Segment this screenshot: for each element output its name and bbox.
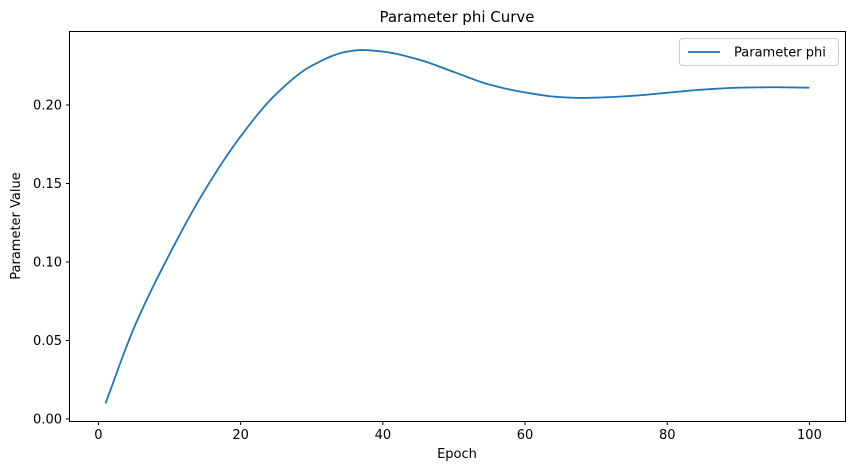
y-tick-label: 0.05 (33, 334, 62, 349)
y-tick-label: 0.00 (33, 412, 62, 427)
y-axis-label: Parameter Value (9, 172, 24, 279)
x-tick-label: 20 (232, 428, 249, 443)
x-tick-label: 100 (797, 428, 822, 443)
x-tick-label: 80 (659, 428, 676, 443)
x-tick-label: 0 (94, 428, 102, 443)
legend: Parameter phi (679, 38, 839, 66)
x-axis-label: Epoch (437, 447, 477, 462)
y-axis-ticks: 0.00 0.05 0.10 0.15 0.20 (33, 98, 70, 427)
y-tick-label: 0.10 (33, 255, 62, 270)
axes-frame (69, 31, 846, 422)
series-line-parameter-phi (104, 49, 810, 404)
x-axis-ticks: 0 20 40 60 80 100 (94, 421, 822, 443)
y-tick-label: 0.20 (33, 98, 62, 113)
y-tick-label: 0.15 (33, 177, 62, 192)
plot-area: 0 20 40 60 80 100 0.00 0.05 0.10 0.15 0.20 (33, 31, 846, 443)
x-tick-label: 60 (517, 428, 534, 443)
chart-title: Parameter phi Curve (379, 8, 534, 26)
legend-entry-label: Parameter phi (734, 46, 826, 61)
x-tick-label: 40 (375, 428, 392, 443)
legend-box (679, 38, 839, 66)
series-layer (104, 49, 810, 404)
